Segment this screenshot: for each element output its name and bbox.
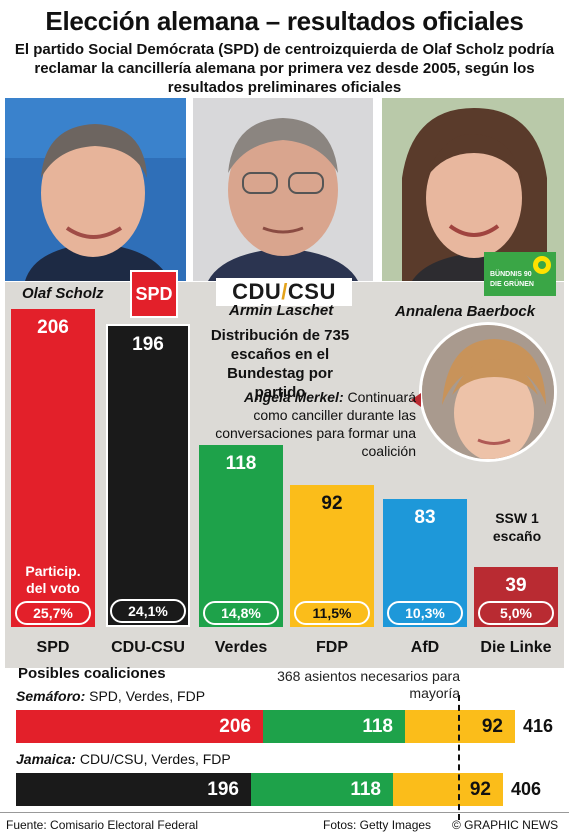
coalition-parties: SPD, Verdes, FDP (85, 688, 206, 704)
majority-line (458, 695, 460, 820)
footer-photos: Fotos: Getty Images (323, 818, 432, 832)
cdu-text: CDU (232, 279, 282, 304)
coalition-total: 406 (511, 779, 542, 799)
greens-logo-line1: BÜNDNIS 90 (490, 271, 532, 278)
coalition-segment: 92 (405, 710, 515, 743)
greens-logo-line2: DIE GRÜNEN (490, 281, 534, 288)
bar-fdp: 92 11,5% (290, 485, 374, 627)
vote-share-pill: 24,1% (110, 599, 186, 623)
coalition-segment: 118 (251, 773, 393, 806)
vote-share-pill: 14,8% (203, 601, 279, 625)
party-label: Die Linke (480, 639, 552, 656)
bar-value: 39 (505, 575, 527, 596)
party-label: FDP (316, 639, 348, 656)
cdu-csu-swoosh-icon: / (281, 279, 288, 304)
bar-value: 83 (414, 507, 436, 528)
coalition-segment: 206 (16, 710, 263, 743)
party-label: Verdes (214, 639, 268, 656)
coalition-label: Jamaica: (16, 751, 76, 767)
footer-rule (0, 812, 569, 813)
coalition-bar: 196 118 92 (16, 773, 503, 806)
bar-afd: 83 10,3% (383, 499, 467, 627)
baerbock-photo (382, 98, 564, 281)
party-label: CDU-CSU (111, 639, 185, 656)
coalition-segment: 196 (16, 773, 251, 806)
chart-title: Distribución de 735 escaños en el Bundes… (210, 327, 350, 401)
merkel-name: Angela Merkel: (244, 389, 344, 405)
name-scholz: Olaf Scholz (22, 285, 104, 302)
vote-share-pill: 11,5% (294, 601, 370, 625)
bar-verdes: 118 14,8% (199, 445, 283, 627)
laschet-photo (193, 98, 373, 281)
merkel-note-text: Continuará como canciller durante las co… (215, 389, 416, 459)
cdu-csu-logo: CDU/CSU (216, 278, 352, 306)
page-title: Elección alemana – resultados oficiales (45, 6, 524, 36)
ssw-note: SSW 1 escaño (492, 510, 542, 544)
name-baerbock: Annalena Baerbock (395, 303, 536, 320)
scholz-photo (5, 98, 186, 281)
bar-spd: 206 Particip. del voto 25,7% (11, 309, 95, 627)
sunflower-icon (533, 256, 551, 274)
coalition-segment: 92 (393, 773, 503, 806)
csu-text: CSU (287, 279, 336, 304)
footer-source: Fuente: Comisario Electoral Federal (6, 818, 199, 832)
footer-credit: © GRAPHIC NEWS (452, 818, 559, 832)
coalition-parties: CDU/CSU, Verdes, FDP (75, 751, 231, 767)
bar-value: 118 (225, 453, 257, 474)
vote-share-pill: 10,3% (387, 601, 463, 625)
name-laschet: Armin Laschet (229, 302, 334, 319)
bar-value: 206 (37, 317, 69, 338)
bar-cdu-csu: 196 24,1% (106, 324, 190, 627)
coalition-total: 416 (523, 716, 554, 736)
party-label: AfD (410, 639, 440, 656)
coalition-name: Jamaica: CDU/CSU, Verdes, FDP (16, 751, 231, 767)
party-label: SPD (36, 639, 70, 656)
vote-share-pill: 25,7% (15, 601, 91, 625)
bar-value: 196 (132, 334, 164, 355)
merkel-pointer-icon (411, 393, 421, 407)
coalition-label: Semáforo: (16, 688, 86, 704)
merkel-note: Angela Merkel: Continuará como canciller… (208, 388, 416, 460)
coalition-bar: 206 118 92 (16, 710, 515, 743)
merkel-photo (419, 322, 557, 462)
bar-die linke: 39 5,0% (474, 567, 558, 627)
coalition-name: Semáforo: SPD, Verdes, FDP (16, 688, 205, 704)
vote-share-label: Particip. del voto (25, 563, 81, 596)
majority-note: 368 asientos necesarios para mayoría (277, 668, 460, 701)
vote-share-pill: 5,0% (478, 601, 554, 625)
coalitions-title: Posibles coaliciones (18, 665, 166, 682)
coalition-segment: 118 (263, 710, 405, 743)
greens-logo: BÜNDNIS 90 DIE GRÜNEN (484, 252, 556, 296)
bar-value: 92 (321, 493, 343, 514)
page-subtitle: El partido Social Demócrata (SPD) de cen… (14, 41, 555, 96)
spd-logo: SPD (130, 270, 178, 318)
